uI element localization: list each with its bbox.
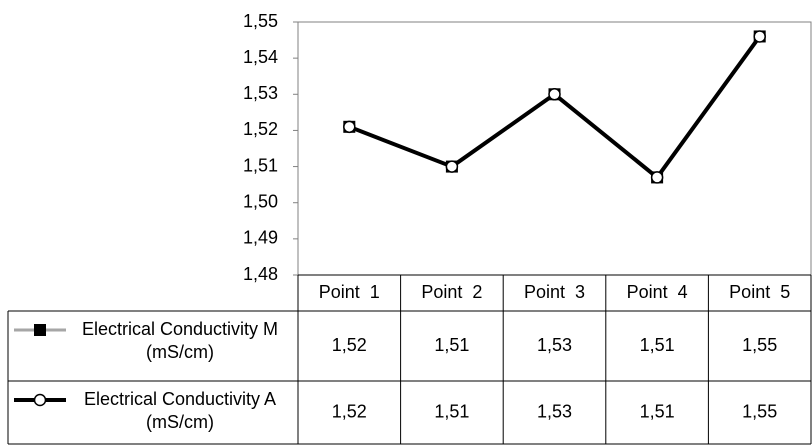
legend-label: Electrical Conductivity A (mS/cm) bbox=[83, 389, 277, 432]
legend-key-marker bbox=[33, 393, 47, 407]
marker bbox=[445, 160, 459, 173]
y-tick-label: 1,48 bbox=[243, 264, 278, 284]
legend-key-marker bbox=[34, 324, 46, 336]
marker bbox=[650, 171, 664, 184]
y-tick-label: 1,53 bbox=[243, 83, 278, 103]
category-label: Point 3 bbox=[524, 282, 585, 302]
marker bbox=[548, 88, 561, 101]
table-value: 1,55 bbox=[742, 401, 777, 421]
category-label: Point 4 bbox=[627, 282, 688, 302]
category-label: Point 5 bbox=[729, 282, 790, 302]
y-tick-label: 1,49 bbox=[243, 228, 278, 248]
table-value: 1,51 bbox=[640, 335, 675, 355]
category-label: Point 2 bbox=[421, 282, 482, 302]
legend-label: Electrical Conductivity M (mS/cm) bbox=[81, 319, 279, 362]
y-tick-label: 1,50 bbox=[243, 191, 278, 211]
table-value: 1,53 bbox=[537, 401, 572, 421]
table-value: 1,52 bbox=[332, 401, 367, 421]
table-value: 1,53 bbox=[537, 335, 572, 355]
marker bbox=[753, 30, 766, 43]
table-value: 1,51 bbox=[640, 401, 675, 421]
table-value: 1,51 bbox=[434, 401, 469, 421]
series-line bbox=[348, 35, 761, 179]
table-value: 1,52 bbox=[332, 335, 367, 355]
marker bbox=[343, 120, 356, 134]
table-value: 1,51 bbox=[434, 335, 469, 355]
y-tick-label: 1,54 bbox=[243, 47, 278, 67]
category-label: Point 1 bbox=[319, 282, 380, 302]
y-tick-label: 1,55 bbox=[243, 11, 278, 31]
table-value: 1,55 bbox=[742, 335, 777, 355]
y-tick-label: 1,51 bbox=[243, 155, 278, 175]
series-line bbox=[348, 35, 762, 180]
y-tick-label: 1,52 bbox=[243, 119, 278, 139]
plot-frame bbox=[297, 21, 812, 276]
